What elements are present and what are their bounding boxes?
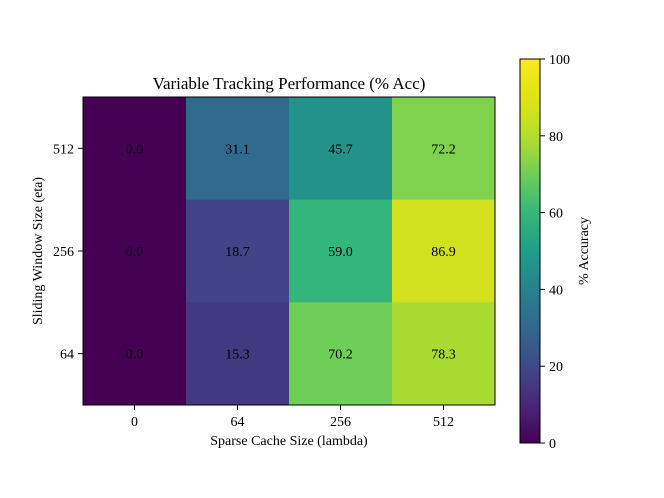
- cell-value-label: 72.2: [431, 142, 456, 157]
- cell-value-label: 0.0: [126, 142, 144, 157]
- heatmap-cell: [289, 302, 393, 406]
- colorbar-label: % Accuracy: [577, 217, 592, 285]
- y-axis-label: Sliding Window Size (eta): [31, 177, 46, 325]
- colorbar-tick-label: 20: [549, 360, 563, 375]
- x-axis-ticks: 0 64 256 512: [131, 405, 454, 430]
- colorbar-tick-label: 80: [549, 130, 563, 145]
- cell-value-label: 59.0: [328, 245, 353, 260]
- chart-title: Variable Tracking Performance (% Acc): [153, 74, 426, 93]
- colorbar-tick-label: 0: [549, 437, 556, 452]
- cell-value-label: 0.0: [126, 348, 144, 363]
- heatmap-cell: [392, 97, 496, 201]
- colorbar-tick-label: 40: [549, 283, 563, 298]
- x-axis-label: Sparse Cache Size (lambda): [210, 434, 368, 449]
- cell-value-label: 78.3: [431, 348, 456, 363]
- y-tick-label: 512: [53, 142, 74, 157]
- cell-value-label: 0.0: [126, 245, 144, 260]
- heatmap-cell: [289, 199, 393, 303]
- heatmap-cell: [186, 97, 290, 201]
- heatmap-cell: [186, 199, 290, 303]
- heatmap-cell: [83, 199, 187, 303]
- x-tick-label: 0: [131, 415, 138, 430]
- heatmap-cells: [83, 97, 496, 406]
- cell-value-label: 70.2: [328, 348, 353, 363]
- heatmap-cell: [392, 302, 496, 406]
- heatmap-cell: [289, 97, 393, 201]
- cell-value-label: 86.9: [431, 245, 456, 260]
- x-tick-label: 256: [330, 415, 351, 430]
- heatmap-cell: [83, 97, 187, 201]
- cell-value-label: 18.7: [225, 245, 250, 260]
- colorbar-tick-label: 100: [549, 53, 570, 68]
- cell-value-label: 45.7: [328, 142, 353, 157]
- cell-labels: 0.0 31.1 45.7 72.2 0.0 18.7 59.0 86.9 0.0 15.3 70.…: [126, 142, 456, 362]
- y-tick-label: 256: [53, 245, 74, 260]
- y-axis-ticks: 512 256 64: [53, 142, 83, 363]
- colorbar-tick-label: 60: [549, 207, 563, 222]
- colorbar-ticks: 0 20 40 60 80 100: [540, 53, 570, 452]
- colorbar: [519, 58, 541, 444]
- x-tick-label: 64: [231, 415, 245, 430]
- heatmap-cell: [392, 199, 496, 303]
- cell-value-label: 15.3: [225, 348, 250, 363]
- heatmap-cell: [83, 302, 187, 406]
- heatmap-cell: [186, 302, 290, 406]
- cell-value-label: 31.1: [225, 142, 250, 157]
- x-tick-label: 512: [433, 415, 454, 430]
- y-tick-label: 64: [60, 348, 74, 363]
